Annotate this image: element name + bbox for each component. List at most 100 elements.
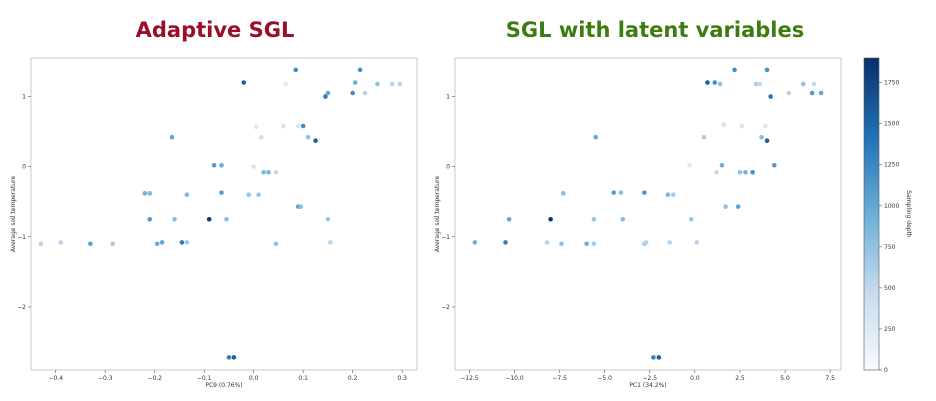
scatter-point [397, 81, 402, 87]
scatter-point [38, 241, 44, 247]
scatter-points [472, 67, 824, 360]
scatter-point [169, 134, 175, 140]
y-tick-label: −1 [17, 234, 26, 241]
chart-title: SGL with latent variables [506, 18, 804, 42]
colorbar-tick-label: 1000 [884, 203, 899, 210]
scatter-point [667, 240, 672, 245]
y-tick-label: −1 [441, 234, 450, 241]
x-tick-label: 0.1 [298, 375, 308, 382]
x-tick-label: −0.3 [98, 375, 113, 382]
colorbar-tick-label: 500 [884, 285, 896, 292]
scatter-point [584, 241, 589, 247]
scatter-point [253, 124, 259, 130]
x-tick-label: −2.5 [643, 375, 658, 382]
scatter-point [560, 191, 566, 196]
scatter-point [147, 216, 153, 222]
scatter-point [305, 134, 311, 140]
scatter-point [811, 81, 817, 87]
scatter-point [656, 355, 662, 360]
scatter-point [735, 204, 741, 209]
scatter-point [325, 90, 331, 96]
scatter-point [226, 355, 232, 360]
scatter-point [154, 241, 160, 247]
scatter-point [743, 169, 748, 175]
scatter-point [737, 169, 743, 175]
scatter-point [273, 241, 279, 247]
colorbar-tick-label: 750 [884, 244, 896, 251]
x-axis: −0.4 −0.3 −0.2 −0.1 0.0 0.1 0.2 0.3 [48, 370, 407, 382]
scatter-point [273, 169, 279, 175]
scatter-point [295, 123, 301, 129]
scatter-point [768, 94, 773, 99]
scatter-point [241, 80, 247, 85]
scatter-point [323, 94, 328, 99]
x-tick-label: 2.5 [735, 375, 745, 382]
colorbar-tick-label: 250 [884, 326, 896, 333]
scatter-point [611, 190, 617, 195]
colorbar-label: Sampling depth [905, 190, 912, 238]
scatter-point [651, 355, 656, 360]
scatter-point [224, 216, 229, 222]
scatter-point [705, 80, 710, 85]
chart-adaptive-sgl: Adaptive SGL −0.4 −0.3 −0.2 −0.1 0.0 0.1 0.2 0.… [10, 18, 418, 389]
scatter-point [750, 169, 755, 175]
scatter-point [739, 123, 745, 129]
x-tick-label: −0.1 [197, 375, 212, 382]
y-tick-label: −2 [441, 304, 450, 311]
scatter-point [211, 162, 217, 168]
scatter-points [38, 67, 402, 360]
colorbar-tick-label: 1500 [884, 121, 899, 128]
x-axis: −12.5 −10.0 −7.5 −5.0 −2.5 0.0 2.5 5.0 7.5 [460, 370, 835, 382]
scatter-point [723, 204, 728, 209]
scatter-point [800, 81, 806, 87]
y-tick-label: 0 [22, 164, 26, 171]
scatter-point [219, 162, 224, 168]
x-tick-label: 7.5 [825, 375, 835, 382]
scatter-point [620, 216, 626, 222]
scatter-point [712, 80, 718, 85]
scatter-point [717, 81, 723, 87]
x-tick-label: 0.3 [397, 375, 407, 382]
scatter-point [266, 169, 271, 175]
scatter-point [719, 162, 725, 168]
scatter-point [732, 67, 737, 73]
y-tick-label: 1 [22, 94, 26, 101]
scatter-point [762, 123, 768, 129]
scatter-point [258, 134, 264, 140]
scatter-point [764, 138, 770, 144]
scatter-point [389, 81, 395, 87]
scatter-point [246, 192, 252, 198]
scatter-point [251, 164, 256, 169]
scatter-point [147, 191, 153, 196]
colorbar-tick-label: 0 [884, 367, 888, 374]
scatter-point [757, 81, 763, 87]
scatter-point [759, 134, 764, 140]
y-axis: 1 0 −1 −2 [441, 94, 455, 311]
scatter-point [375, 81, 380, 87]
y-tick-label: 1 [446, 94, 450, 101]
scatter-point [809, 90, 815, 96]
x-tick-label: 0.0 [249, 375, 259, 382]
scatter-point [665, 192, 671, 198]
scatter-point [293, 67, 299, 73]
scatter-point [256, 192, 261, 198]
scatter-point [503, 240, 508, 245]
scatter-point [818, 90, 824, 96]
colorbar: 0 250 500 750 1000 1250 1500 1750 Sampling dept… [863, 57, 912, 374]
scatter-point [753, 81, 759, 87]
scatter-point [618, 190, 624, 195]
x-tick-label: −7.5 [552, 375, 567, 382]
scatter-point [219, 190, 224, 195]
x-tick-label: 5.0 [780, 375, 790, 382]
scatter-point [721, 122, 727, 127]
scatter-point [300, 123, 306, 129]
colorbar-tick-label: 1250 [884, 162, 899, 169]
scatter-point [548, 216, 553, 222]
scatter-point [142, 191, 148, 196]
scatter-point [325, 216, 331, 222]
scatter-point [261, 169, 266, 175]
scatter-point [179, 240, 185, 245]
scatter-point [88, 241, 93, 247]
y-axis-label: Average soil temperature [10, 176, 17, 253]
x-tick-label: −5.0 [597, 375, 612, 382]
